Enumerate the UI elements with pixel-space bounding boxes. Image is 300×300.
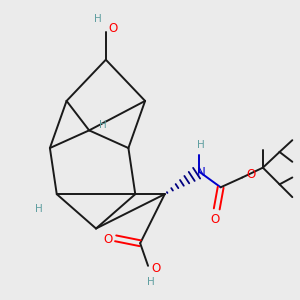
Text: H: H [94, 14, 102, 25]
Text: H: H [147, 277, 155, 286]
Text: N: N [197, 166, 206, 179]
Text: O: O [151, 262, 160, 275]
Text: O: O [103, 233, 112, 246]
Text: H: H [197, 140, 205, 150]
Text: O: O [108, 22, 117, 35]
Text: H: H [35, 204, 43, 214]
Text: O: O [210, 213, 219, 226]
Text: O: O [247, 168, 256, 181]
Text: H: H [99, 121, 107, 130]
